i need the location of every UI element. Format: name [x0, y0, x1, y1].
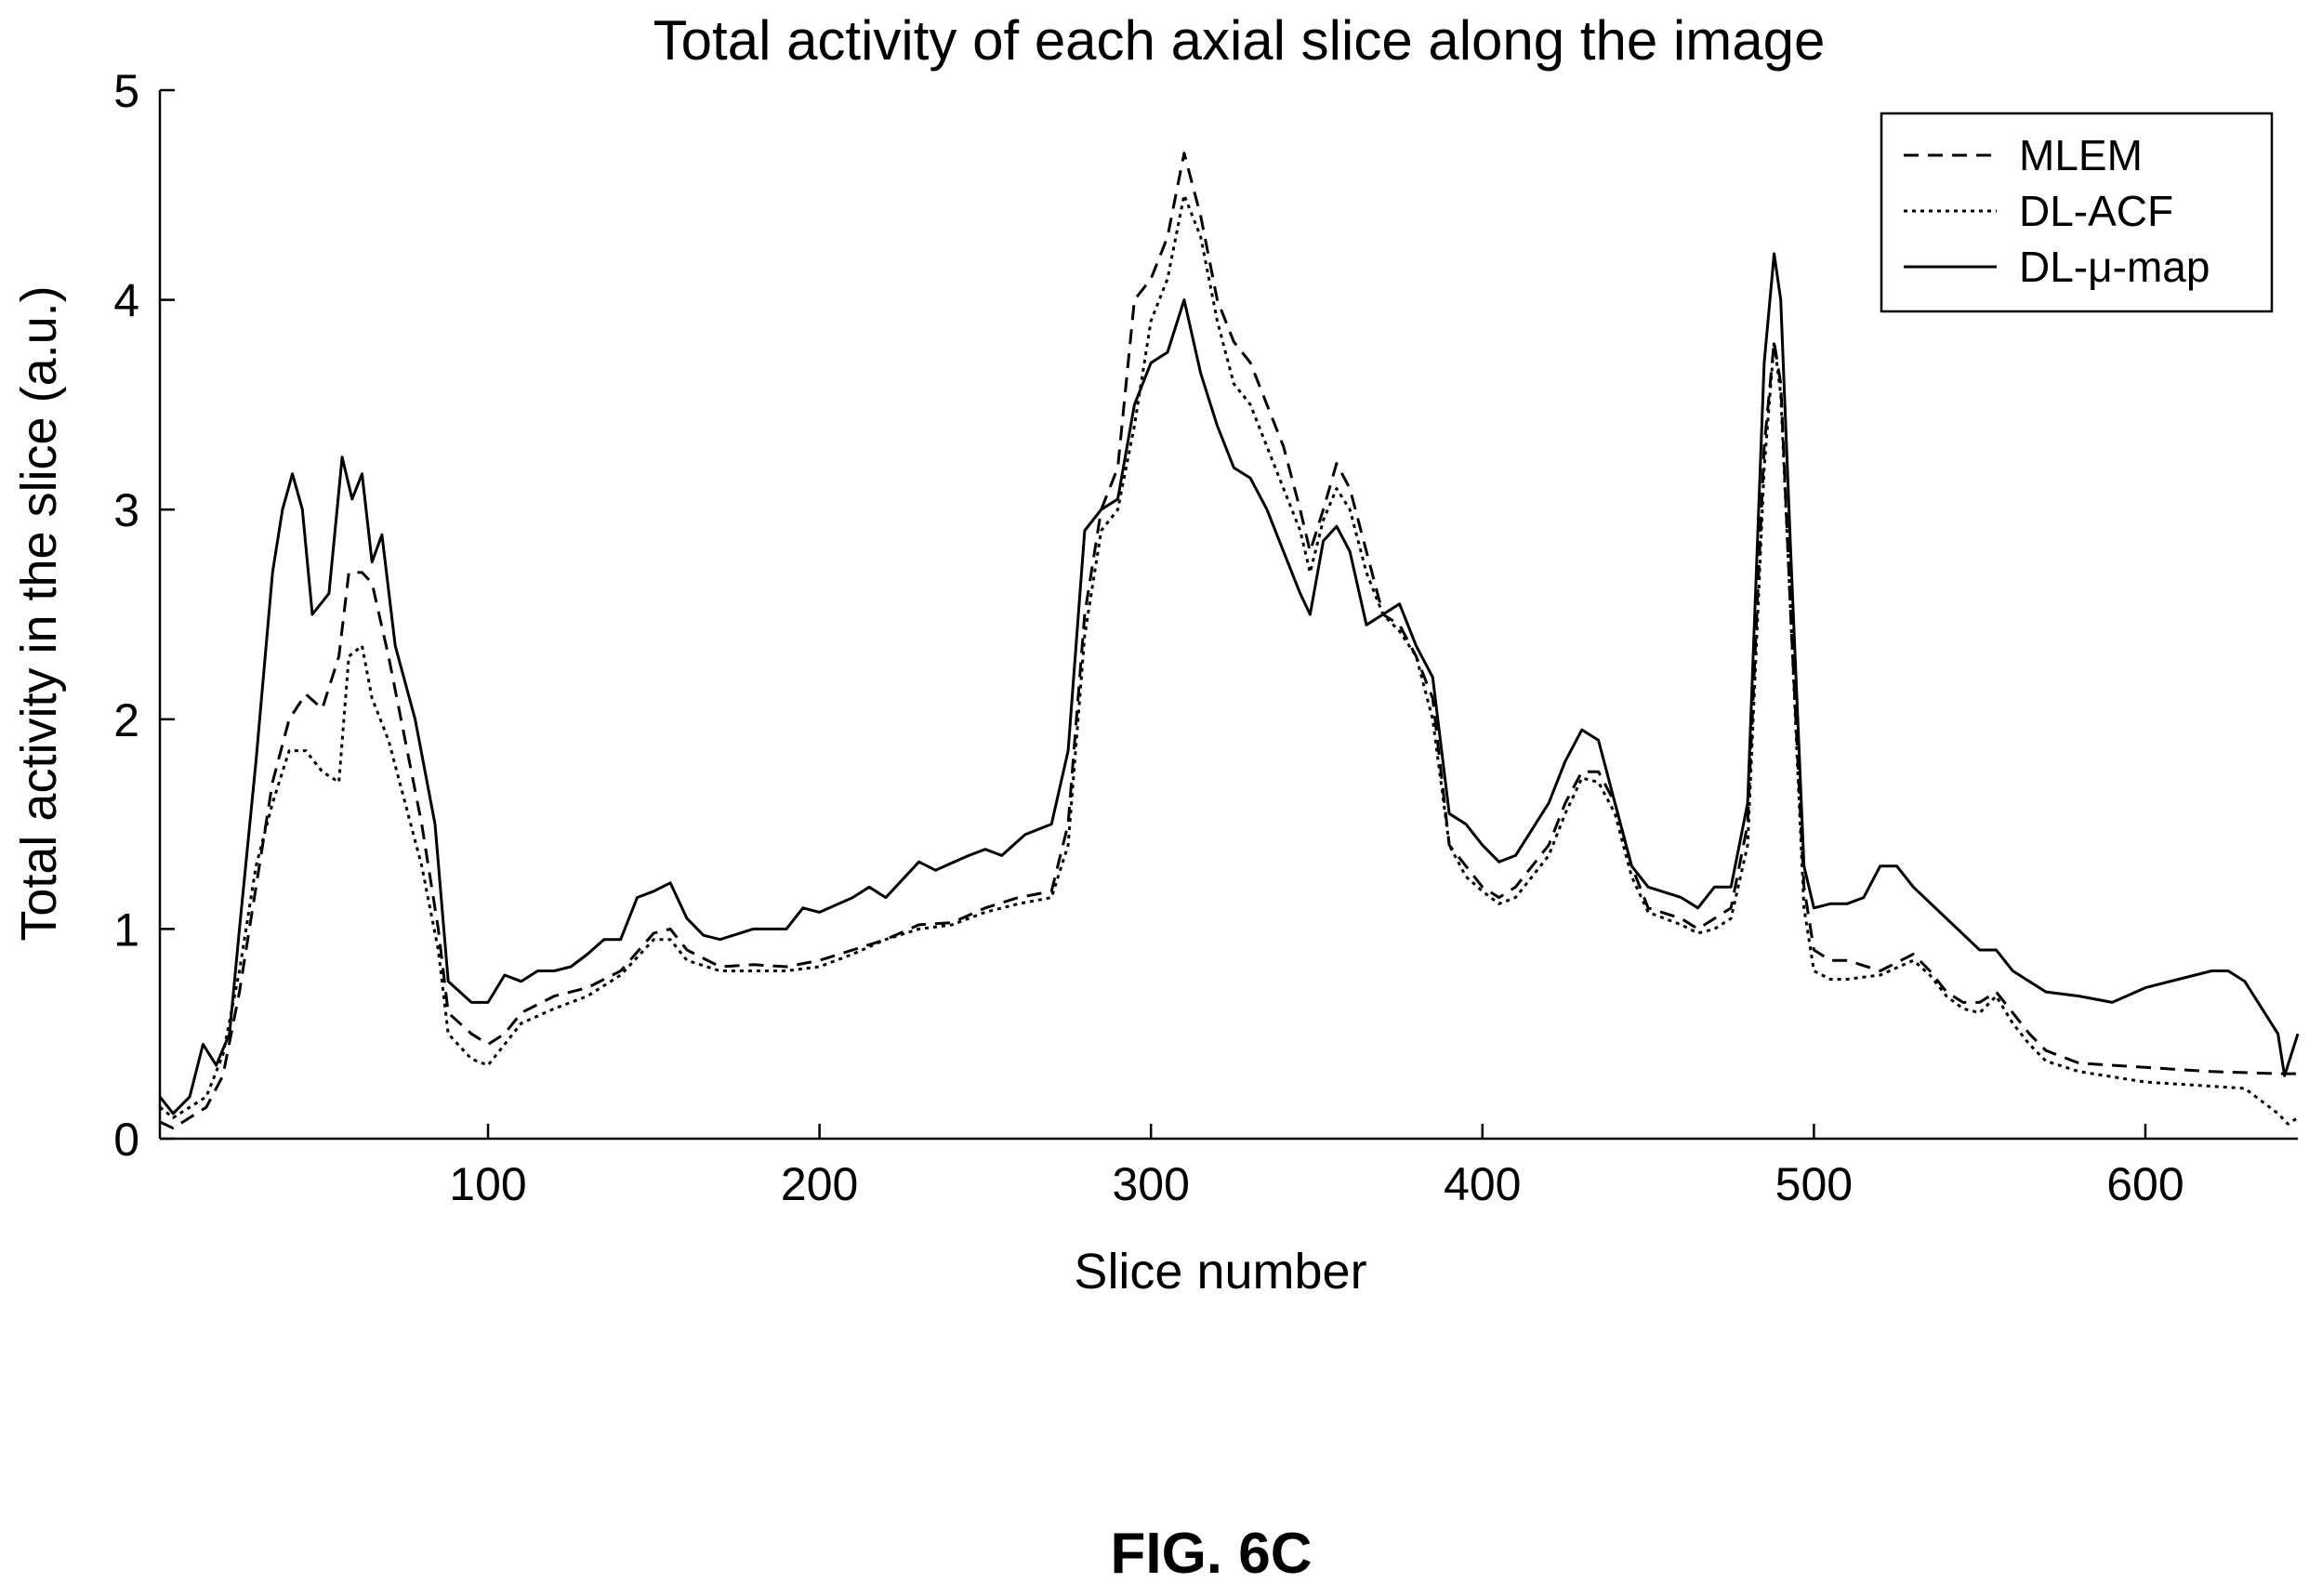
y-tick-label: 3: [113, 484, 139, 536]
x-tick-label: 600: [2106, 1158, 2184, 1210]
y-axis-label: Total activity in the slice (a.u.): [11, 285, 67, 941]
y-tick-label: 4: [113, 275, 139, 327]
x-ticks: 100 200 300 400 500 600: [449, 1124, 2184, 1210]
series-lines: [158, 152, 2300, 1130]
y-tick-label: 1: [113, 904, 139, 956]
legend-label-2: DL-μ-map: [2019, 243, 2210, 291]
chart-title: Total activity of each axial slice along…: [653, 9, 1826, 72]
figure-label: FIG. 6C: [1110, 1522, 1312, 1586]
x-tick-label: 100: [449, 1158, 526, 1210]
plot-axes: [158, 90, 2298, 1141]
series-line-0: [159, 152, 2298, 1130]
series-line-2: [158, 252, 2300, 1115]
y-ticks: 0 1 2 3 4 5: [113, 65, 175, 1166]
series-line-1: [159, 193, 2299, 1126]
x-tick-label: 300: [1112, 1158, 1189, 1210]
x-tick-label: 500: [1775, 1158, 1853, 1210]
x-axis-label: Slice number: [1074, 1244, 1366, 1299]
y-tick-label: 5: [113, 65, 139, 117]
legend: MLEM DL-ACF DL-μ-map: [1880, 112, 2274, 313]
x-tick-label: 200: [781, 1158, 858, 1210]
legend-label-1: DL-ACF: [2019, 187, 2173, 235]
x-tick-label: 400: [1444, 1158, 1521, 1210]
legend-label-0: MLEM: [2019, 131, 2143, 179]
y-tick-label: 0: [113, 1114, 139, 1166]
y-tick-label: 2: [113, 694, 139, 746]
